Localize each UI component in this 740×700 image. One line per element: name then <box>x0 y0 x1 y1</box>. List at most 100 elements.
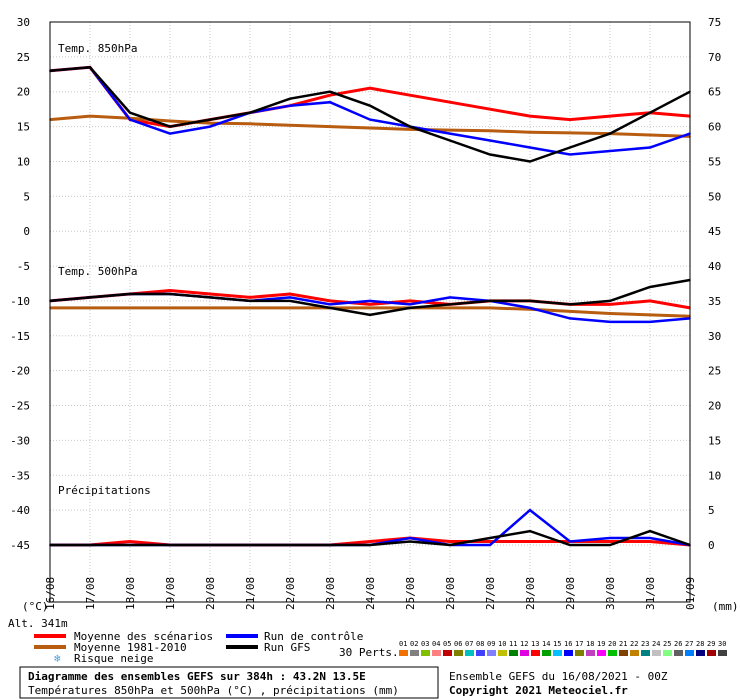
pert-swatch <box>410 650 419 656</box>
pert-number: 01 <box>399 640 407 648</box>
series-point-p0-s1 <box>649 134 651 136</box>
series-point-p0-s1 <box>249 123 251 125</box>
x-tick-label: 18/08 <box>124 577 137 610</box>
series-point-p0-s0 <box>489 108 491 110</box>
series-point-p1-s2 <box>569 317 571 320</box>
series-point-p1-s0 <box>249 296 251 299</box>
series-line-p0-s3 <box>49 65 691 163</box>
panel-title-precip: Précipitations <box>58 484 151 497</box>
left-tick-label: -5 <box>17 260 30 273</box>
x-tick-label: 28/08 <box>524 577 537 610</box>
pert-swatch <box>718 650 727 656</box>
series-point-p2-s2 <box>489 537 491 539</box>
pert-number: 12 <box>520 640 528 648</box>
pert-swatch <box>564 650 573 656</box>
series-point-p1-s2 <box>449 296 451 299</box>
series-point-p1-s2 <box>369 300 371 302</box>
pert-number: 26 <box>674 640 682 648</box>
left-tick-label: -45 <box>10 539 30 552</box>
series-point-p0-s0 <box>529 115 531 117</box>
right-tick-label: 35 <box>708 295 721 308</box>
panel-title-850: Temp. 850hPa <box>58 42 137 55</box>
x-axis-ticks: 16/08 17/08 18/08 19/08 20/08 21/08 22/08 23/08… <box>44 577 697 610</box>
series-point-p1-s2 <box>329 303 331 306</box>
series-point-p0-s3 <box>209 118 211 121</box>
pert-number: 29 <box>707 640 715 648</box>
series-point-p0-s3 <box>409 125 411 128</box>
series-line-p2-s1 <box>50 508 691 547</box>
pert-number: 10 <box>498 640 506 648</box>
series-point-p2-s0 <box>489 540 491 543</box>
left-unit-label: (°C) <box>22 600 49 613</box>
series-point-p2-s2 <box>289 544 291 546</box>
legend: Moyenne des scénarios Run de contrôle Mo… <box>34 630 727 665</box>
series-point-p0-s3 <box>129 111 131 114</box>
left-tick-label: -35 <box>10 469 30 482</box>
series-point-p1-s1 <box>89 307 91 309</box>
series-point-p0-s0 <box>369 87 371 90</box>
legend-label-control: Run de contrôle <box>264 630 363 643</box>
pert-swatch <box>520 650 529 656</box>
series-point-p1-s3 <box>369 314 371 316</box>
pert-swatch <box>476 650 485 656</box>
pert-number: 08 <box>476 640 484 648</box>
series-point-p0-s2 <box>609 150 611 152</box>
right-tick-label: 40 <box>708 260 721 273</box>
x-tick-label: 26/08 <box>444 577 457 610</box>
left-tick-label: 20 <box>17 86 30 99</box>
series-point-p0-s1 <box>529 131 531 133</box>
right-tick-label: 15 <box>708 434 721 447</box>
series-point-p0-s1 <box>169 120 171 122</box>
series-point-p1-s3 <box>569 303 571 306</box>
footer-box <box>19 666 439 699</box>
series-point-p0-s2 <box>449 132 451 135</box>
series-point-p1-s3 <box>249 300 251 302</box>
left-tick-label: -15 <box>10 330 30 343</box>
series-point-p0-s1 <box>369 127 371 129</box>
left-axis-ticks: 30 25 20 15 10 5 0 -5 -10 -15 -20 -25 -30 -35 -40 -45 <box>10 16 30 552</box>
plot-frame <box>49 21 691 603</box>
series-point-p2-s1 <box>489 544 491 546</box>
pert-number: 14 <box>542 640 550 648</box>
series-point-p2-s1 <box>529 509 531 511</box>
right-tick-label: 70 <box>708 51 721 64</box>
series-point-p1-s0 <box>369 303 371 306</box>
series-point-p1-s1 <box>249 307 251 309</box>
series-point-p1-s2 <box>409 303 411 306</box>
series-point-p1-s2 <box>529 307 531 309</box>
series-point-p2-s1 <box>569 540 571 543</box>
pert-number: 05 <box>443 640 451 648</box>
pert-swatch <box>663 650 672 656</box>
footer-copyright: Copyright 2021 Meteociel.fr <box>449 684 628 697</box>
series-point-p1-s3 <box>529 300 531 302</box>
left-tick-label: 10 <box>17 155 30 168</box>
series-point-p0-s3 <box>369 104 371 107</box>
series-point-p2-s2 <box>89 544 91 546</box>
pert-number: 07 <box>465 640 473 648</box>
left-tick-label: 30 <box>17 16 30 29</box>
x-tick-label: 19/08 <box>164 577 177 610</box>
series-point-p1-s3 <box>89 296 91 299</box>
pert-swatch <box>619 650 628 656</box>
series-point-p0-s0 <box>449 101 451 103</box>
series-point-p2-s2 <box>329 544 331 546</box>
series-point-p0-s0 <box>409 94 411 97</box>
series-point-p2-s0 <box>649 540 651 543</box>
pert-swatch <box>696 650 705 656</box>
series-point-p1-s1 <box>369 307 371 309</box>
pert-number: 03 <box>421 640 429 648</box>
right-tick-label: 10 <box>708 469 721 482</box>
right-tick-label: 50 <box>708 190 721 203</box>
pert-swatch <box>553 650 562 656</box>
x-tick-label: 31/08 <box>644 577 657 610</box>
series-point-p0-s1 <box>89 115 91 117</box>
pert-number: 17 <box>575 640 583 648</box>
pert-number: 19 <box>597 640 605 648</box>
series-point-p0-s2 <box>209 125 211 128</box>
series-point-p0-s0 <box>569 118 571 121</box>
pert-swatch <box>465 650 474 656</box>
series-point-p0-s2 <box>569 153 571 156</box>
pert-swatch <box>674 650 683 656</box>
series-layer <box>49 65 691 547</box>
left-tick-label: 15 <box>17 121 30 134</box>
